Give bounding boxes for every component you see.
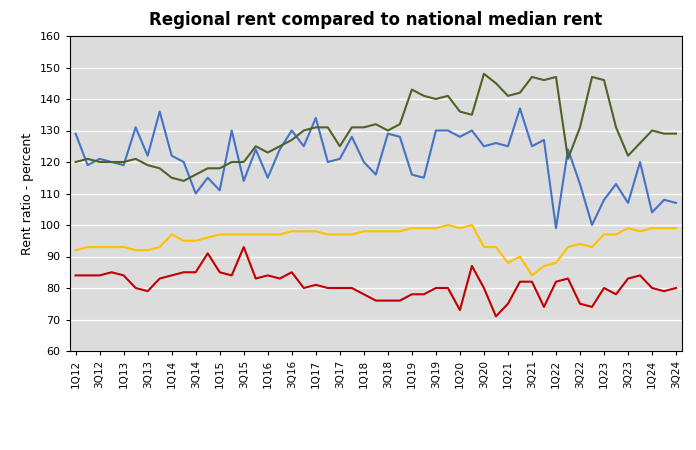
Midwest	[264, 273, 272, 278]
South	[72, 248, 80, 253]
West	[480, 71, 488, 76]
Midwest	[492, 314, 500, 319]
West	[216, 166, 224, 171]
Line: West: West	[76, 74, 676, 181]
South	[480, 244, 488, 250]
West	[660, 131, 668, 136]
Line: Midwest: Midwest	[76, 247, 676, 316]
West	[672, 131, 680, 136]
Y-axis label: Rent ratio - percent: Rent ratio - percent	[21, 132, 34, 255]
South	[203, 235, 212, 240]
West	[264, 150, 272, 155]
West	[180, 178, 188, 184]
Northeast	[264, 175, 272, 180]
West	[492, 81, 500, 86]
South	[528, 273, 536, 278]
West	[72, 159, 80, 165]
Northeast	[251, 147, 260, 152]
Midwest	[72, 273, 80, 278]
Line: Northeast: Northeast	[76, 108, 676, 228]
Northeast	[660, 197, 668, 202]
Midwest	[528, 279, 536, 284]
South	[672, 225, 680, 231]
Midwest	[480, 285, 488, 291]
South	[660, 225, 668, 231]
Title: Regional rent compared to national median rent: Regional rent compared to national media…	[149, 11, 603, 29]
Northeast	[504, 144, 512, 149]
Northeast	[552, 225, 560, 231]
West	[528, 74, 536, 80]
South	[516, 254, 524, 259]
Line: South: South	[76, 225, 676, 275]
Northeast	[72, 131, 80, 136]
Northeast	[516, 106, 524, 111]
West	[276, 144, 284, 149]
South	[264, 232, 272, 237]
Midwest	[239, 244, 248, 250]
Northeast	[203, 175, 212, 180]
Midwest	[660, 288, 668, 294]
South	[251, 232, 260, 237]
Northeast	[468, 128, 476, 133]
Northeast	[672, 200, 680, 206]
Midwest	[203, 251, 212, 256]
South	[444, 222, 452, 228]
Midwest	[672, 285, 680, 291]
Midwest	[276, 276, 284, 281]
